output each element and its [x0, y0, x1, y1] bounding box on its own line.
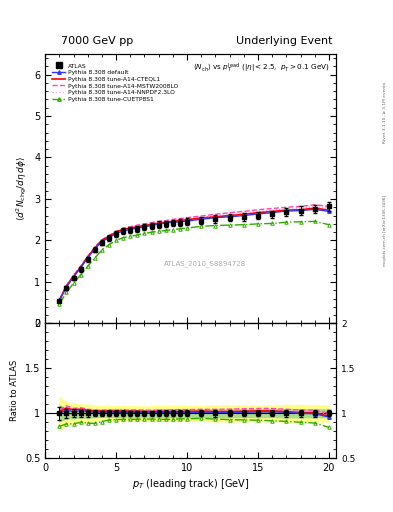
- Y-axis label: Ratio to ATLAS: Ratio to ATLAS: [10, 360, 19, 421]
- Text: Rivet 3.1.10, ≥ 3.1M events: Rivet 3.1.10, ≥ 3.1M events: [383, 82, 387, 143]
- Legend: ATLAS, Pythia 8.308 default, Pythia 8.308 tune-A14-CTEQL1, Pythia 8.308 tune-A14: ATLAS, Pythia 8.308 default, Pythia 8.30…: [51, 62, 179, 103]
- Text: Underlying Event: Underlying Event: [235, 36, 332, 46]
- Text: ATLAS_2010_S8894728: ATLAS_2010_S8894728: [164, 261, 246, 267]
- Text: 7000 GeV pp: 7000 GeV pp: [61, 36, 133, 46]
- Y-axis label: $\langle d^2 N_{\rm chg}/d\eta\,d\phi \rangle$: $\langle d^2 N_{\rm chg}/d\eta\,d\phi \r…: [14, 156, 29, 221]
- Text: mcplots.cern.ch [arXiv:1306.3436]: mcplots.cern.ch [arXiv:1306.3436]: [383, 195, 387, 266]
- Text: $\langle N_{\rm ch}\rangle$ vs $p_T^{\rm lead}$ ($|\eta|<2.5,\ p_T>0.1$ GeV): $\langle N_{\rm ch}\rangle$ vs $p_T^{\rm…: [193, 62, 330, 75]
- X-axis label: $p_T$ (leading track) [GeV]: $p_T$ (leading track) [GeV]: [132, 477, 249, 492]
